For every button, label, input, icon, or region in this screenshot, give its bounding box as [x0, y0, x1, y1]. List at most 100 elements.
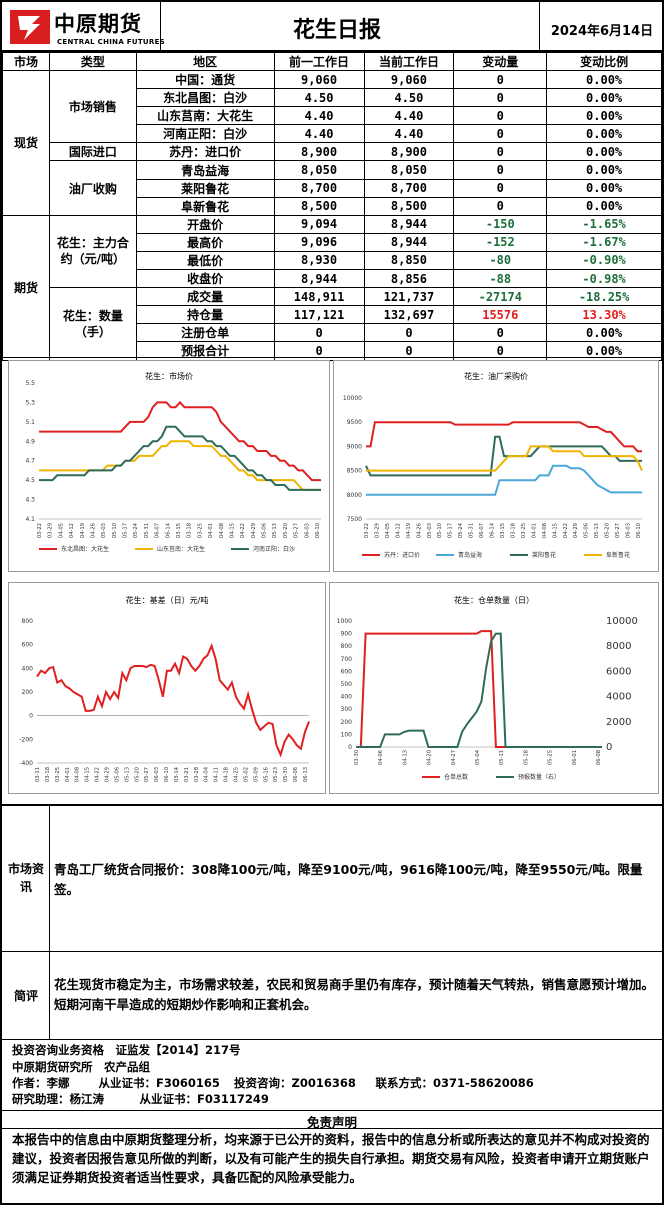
y-tick-label: 10000: [343, 395, 362, 402]
x-tick-label: 05-23: [273, 767, 279, 782]
x-tick-label: 04-15: [229, 523, 235, 538]
chart-panel-oil-mill-price: 花生：油厂采购价 10000 9500 9000 8500 8000 7500 03-22 0…: [333, 360, 659, 572]
x-tick-label: 03-11: [35, 767, 41, 782]
footer-divider: [2, 1039, 662, 1040]
y-tick-label-right: 8000: [606, 641, 631, 652]
x-tick-label: 04-04: [204, 766, 210, 782]
change-value: 0: [453, 142, 548, 162]
table-row: 东北昌图：白沙 4.50 4.50 0 0.00%: [3, 88, 662, 108]
author-name: 李娜: [46, 1076, 70, 1090]
x-tick-label: 05-06: [114, 767, 120, 782]
assistant-name: 杨江涛: [69, 1092, 105, 1106]
y-tick-label: 4.7: [25, 458, 35, 465]
x-tick-label: 04-01: [208, 523, 214, 538]
change-pct: -18.25%: [546, 287, 662, 307]
disclaimer-divider: [2, 1110, 662, 1111]
change-value: 0: [453, 88, 548, 108]
series-line: [39, 440, 321, 491]
region-cell: 阜新鲁花: [135, 196, 275, 216]
change-value: -80: [453, 250, 548, 271]
x-tick-label: 05-20: [605, 523, 611, 538]
region-cell: 最低价: [135, 250, 275, 271]
series-line: [356, 630, 602, 748]
prev-value: 117,121: [273, 305, 365, 325]
change-pct: 0.00%: [546, 178, 662, 198]
change-pct: 0.00%: [546, 196, 662, 216]
curr-value: 8,500: [363, 196, 455, 216]
region-cell: 莱阳鲁花: [135, 178, 275, 198]
x-tick-label: 03-15: [500, 523, 506, 538]
type-cell: 油厂收购: [48, 160, 137, 216]
table-row: 莱阳鲁花 8,700 8,700 0 0.00%: [3, 178, 662, 198]
x-tick-label: 05-20: [283, 523, 289, 538]
x-tick-label: 03-25: [521, 523, 527, 538]
prev-value: 148,911: [273, 287, 365, 307]
y-tick-label: -200: [19, 736, 33, 743]
x-tick-label: 04-26: [416, 523, 422, 538]
change-pct: 0.00%: [546, 142, 662, 162]
prev-value: 9,094: [273, 214, 365, 234]
region-cell: 最高价: [135, 232, 275, 252]
x-tick-label: 05-06: [262, 523, 268, 538]
y-tick-label: 9000: [347, 443, 362, 450]
x-tick-label: 04-08: [219, 523, 225, 538]
change-pct: 0.00%: [546, 106, 662, 126]
region-cell: 注册仓单: [135, 323, 275, 343]
x-tick-label: 06-10: [636, 523, 642, 538]
change-value: -88: [453, 269, 548, 289]
type-cell: 花生：主力合约（元/吨）: [48, 214, 137, 289]
x-tick-label: 05-25: [548, 750, 554, 765]
region-cell: 中国：通货: [135, 69, 275, 90]
x-tick-label: 04-29: [251, 523, 257, 538]
table-row: 持仓量 117,121 132,697 15576 13.30%: [3, 305, 662, 325]
change-value: -27174: [453, 287, 548, 307]
x-tick-label: 03-29: [374, 523, 380, 538]
x-tick-label: 04-12: [395, 523, 401, 538]
x-tick-label: 04-15: [552, 523, 558, 538]
curr-value: 4.50: [363, 88, 455, 108]
x-tick-label: 06-01: [572, 750, 578, 765]
legend-label: 阜新鲁花: [606, 551, 630, 559]
change-pct: 0.00%: [546, 160, 662, 180]
x-tick-label: 06-07: [479, 523, 485, 538]
report-date: 2024年6月14日: [550, 24, 654, 39]
region-cell: 东北昌图：白沙: [135, 88, 275, 108]
x-tick-label: 04-27: [451, 750, 457, 765]
x-tick-label: 05-16: [263, 767, 269, 782]
change-pct: -0.90%: [546, 250, 662, 271]
region-cell: 成交量: [135, 287, 275, 307]
x-tick-label: 03-18: [187, 523, 193, 538]
region-cell: 预报合计: [135, 341, 275, 361]
change-pct: 13.30%: [546, 305, 662, 325]
x-tick-label: 06-06: [293, 767, 299, 782]
market-info-label: 市场资讯: [7, 862, 44, 894]
brand-english: CENTRAL CHINA FUTURES: [57, 38, 166, 46]
x-tick-label: 03-21: [184, 767, 190, 782]
y-tick-label: 500: [341, 681, 353, 688]
x-tick-label: 04-29: [104, 767, 110, 782]
change-value: 0: [453, 323, 548, 343]
chart-title: 花生：市场价: [145, 372, 193, 381]
table-row: 国际进口 苏丹：进口价 8,900 8,900 0 0.00%: [3, 142, 662, 162]
x-tick-label: 03-18: [510, 523, 516, 538]
y-tick-label: 4.1: [25, 516, 35, 523]
region-cell: 山东莒南：大花生: [135, 106, 275, 126]
disclaimer-title: 免责声明: [306, 1115, 357, 1130]
chart-panel-basis: 花生：基差（日）元/吨 800 600 400 200 0 -200 -400 03-11 03…: [8, 582, 326, 794]
x-tick-label: 05-30: [283, 767, 289, 782]
x-tick-label: 05-06: [584, 523, 590, 538]
y-tick-label: 200: [341, 719, 353, 726]
x-tick-label: 03-28: [194, 767, 200, 782]
y-tick-label: 1000: [337, 618, 352, 625]
curr-value: 4.40: [363, 124, 455, 144]
series-line: [39, 400, 321, 482]
curr-value: 8,944: [363, 214, 455, 234]
cert-label: 从业证书：: [139, 1092, 198, 1106]
y-tick-label: 900: [341, 631, 353, 638]
y-tick-label-right: 4000: [606, 692, 631, 703]
table-row: 注册仓单 0 0 0 0.00%: [3, 323, 662, 343]
y-tick-label: 600: [341, 668, 353, 675]
chart-title: 花生：基差（日）元/吨: [125, 596, 209, 605]
